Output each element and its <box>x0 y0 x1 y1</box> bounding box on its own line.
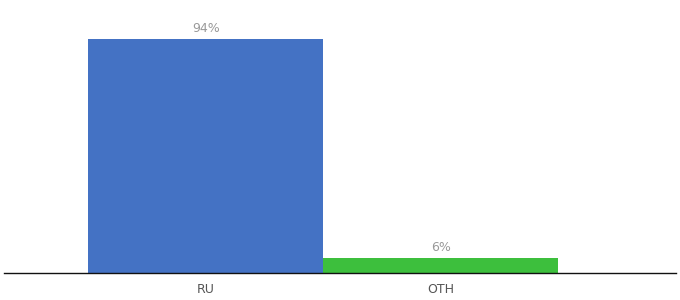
Text: 94%: 94% <box>192 22 220 35</box>
Bar <box>88 39 323 273</box>
Text: 6%: 6% <box>431 242 451 254</box>
Bar <box>323 258 558 273</box>
